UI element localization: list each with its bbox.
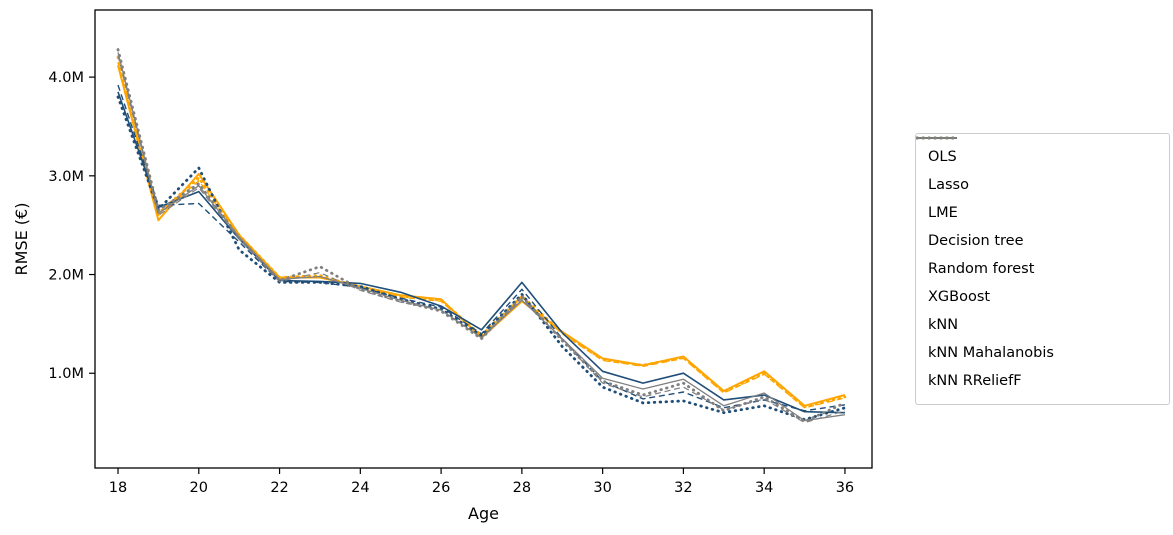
- series-line-ols: [116, 56, 847, 409]
- legend-label: XGBoost: [928, 289, 991, 305]
- x-tick-label: 18: [109, 480, 127, 496]
- legend: OLS Lasso LME Decision tree Random forest XGB…: [915, 133, 1170, 405]
- series-line-lasso: [117, 62, 846, 409]
- y-tick-label: 3.0M: [48, 169, 84, 185]
- legend-item: Random forest: [916, 136, 1157, 282]
- series-line-knn-mahalanobis: [116, 48, 847, 423]
- y-tick-label: 4.0M: [48, 70, 84, 86]
- x-tick-label: 30: [593, 480, 611, 496]
- series-line-knn-rrelieff: [117, 55, 846, 424]
- x-tick-label: 34: [755, 480, 773, 496]
- legend-item: Lasso: [917, 137, 1157, 198]
- x-tick-label: 20: [190, 480, 208, 496]
- x-tick-label: 32: [674, 480, 692, 496]
- x-tick-label: 36: [836, 480, 854, 496]
- y-tick-label: 1.0M: [48, 366, 84, 382]
- legend-line-sample-icon: [916, 136, 958, 140]
- legend-label: Decision tree: [928, 233, 1024, 249]
- legend-item: kNN: [917, 137, 1157, 338]
- series-line-knn: [117, 52, 845, 422]
- y-tick-label: 2.0M: [48, 268, 84, 284]
- legend-label: Random forest: [928, 261, 1035, 277]
- legend-line-sample-icon: [917, 137, 957, 139]
- legend-item: Decision tree: [917, 137, 1157, 254]
- legend-label: Lasso: [928, 177, 969, 193]
- series-line-random-forest: [116, 95, 847, 421]
- series-line-xgboost: [117, 84, 846, 412]
- legend-label: LME: [928, 205, 958, 221]
- legend-item: kNN Mahalanobis: [916, 136, 1157, 366]
- legend-item: OLS: [916, 136, 1157, 170]
- series-line-decision-tree: [117, 91, 845, 414]
- legend-item: kNN RReliefF: [917, 137, 1157, 394]
- legend-label: kNN Mahalanobis: [928, 345, 1054, 361]
- x-tick-label: 26: [432, 480, 450, 496]
- x-tick-label: 24: [351, 480, 369, 496]
- series-line-lme: [117, 65, 846, 407]
- legend-label: OLS: [928, 149, 957, 165]
- legend-label: kNN RReliefF: [928, 373, 1022, 389]
- x-tick-label: 22: [270, 480, 288, 496]
- x-tick-label: 28: [513, 480, 531, 496]
- legend-item: LME: [917, 137, 1157, 226]
- x-axis-label: Age: [468, 504, 499, 523]
- legend-item: XGBoost: [917, 137, 1157, 310]
- plot-frame: [94, 9, 873, 469]
- legend-label: kNN: [928, 317, 959, 333]
- y-axis-label: RMSE (€): [12, 203, 31, 276]
